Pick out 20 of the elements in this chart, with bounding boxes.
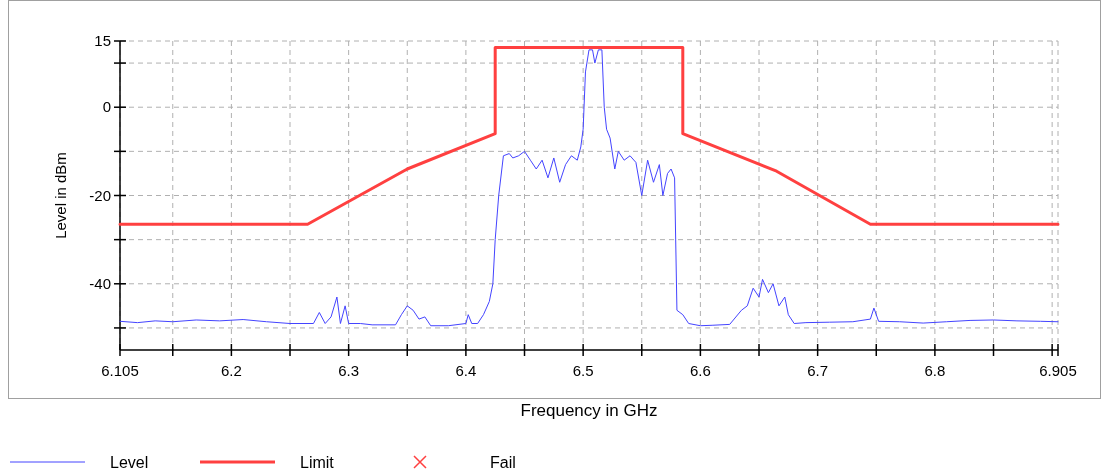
line-series	[118, 46, 1060, 226]
x-tick-label: 6.905	[1039, 362, 1077, 379]
y-tick-label: -40	[89, 275, 111, 293]
y-tick-label: 0	[102, 98, 111, 116]
x-tick-label: 6.4	[455, 362, 477, 379]
x-tick-label: 6.6	[689, 362, 711, 379]
legend-label: Limit	[300, 453, 335, 471]
y-tick-label: -20	[89, 186, 111, 204]
legend-label: Level	[110, 453, 149, 471]
text: Fail	[490, 453, 516, 471]
x-tick-label: 6.7	[807, 362, 829, 379]
line-series	[119, 49, 1059, 327]
x-axis-title: Frequency in GHz	[520, 401, 658, 420]
x-tick-label: 6.2	[220, 362, 242, 379]
y-tick-label: 15	[94, 32, 111, 50]
x-tick-label: 6.3	[338, 362, 360, 379]
x-tick-label: 6.8	[924, 362, 946, 379]
x-tick-label: 6.5	[572, 362, 594, 379]
x-tick-label: 6.105	[101, 362, 139, 379]
y-axis-title: Level in dBm	[52, 152, 69, 239]
